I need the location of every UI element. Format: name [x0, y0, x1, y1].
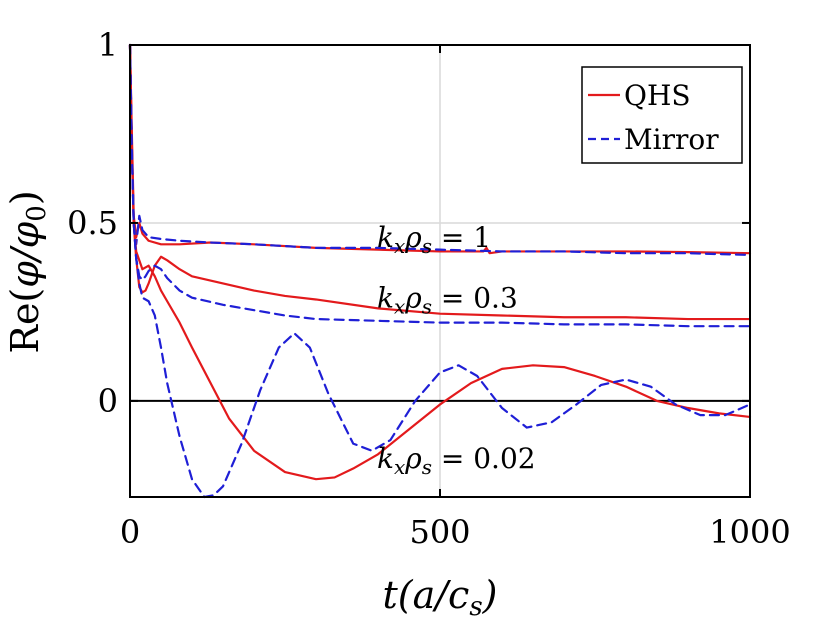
- annotations: kxρs = 1 kxρs = 0.3 kxρs = 0.02: [377, 221, 536, 479]
- x-tick-label: 500: [409, 513, 470, 551]
- legend: QHS Mirror: [581, 66, 743, 164]
- y-axis-label: Re(φ/φ0): [3, 190, 52, 353]
- annotation-label: kxρs = 0.3: [377, 282, 518, 319]
- axis-ticks: 0 500 1000 0 0.5 1: [67, 26, 791, 551]
- legend-box: [581, 66, 743, 164]
- annotation-label: kxρs = 0.02: [377, 442, 536, 479]
- y-tick-label: 0.5: [67, 204, 118, 242]
- annotation-label: kxρs = 1: [377, 221, 491, 258]
- series-line-qhs-4: [128, 43, 752, 481]
- series-line-mirror-5: [128, 43, 752, 499]
- legend-label-qhs: QHS: [624, 79, 691, 112]
- x-tick-label: 1000: [709, 513, 790, 551]
- y-tick-label: 0: [98, 382, 118, 420]
- grid-lines: [130, 45, 750, 497]
- x-axis-label: t(a/cs): [382, 573, 497, 622]
- x-tick-label: 0: [120, 513, 140, 551]
- y-tick-label: 1: [98, 26, 118, 64]
- legend-label-mirror: Mirror: [624, 123, 719, 156]
- series-lines: [128, 43, 752, 499]
- series-line-qhs-2: [128, 43, 752, 321]
